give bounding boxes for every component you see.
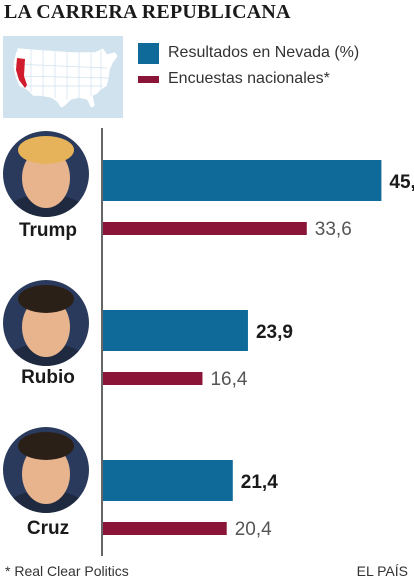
legend-item-nacional: Encuestas nacionales* (138, 66, 410, 92)
candidate-photo-cruz (3, 427, 89, 513)
value-label-nevada-cruz: 21,4 (241, 472, 278, 493)
value-label-nacional-cruz: 20,4 (235, 519, 272, 540)
value-label-nevada-rubio: 23,9 (256, 322, 293, 343)
nevada-highlight (16, 58, 27, 88)
source-credit: EL PAÍS (356, 563, 408, 579)
legend-swatch-nevada (138, 42, 159, 64)
bar-nacional-cruz (103, 522, 227, 535)
bar-nevada-cruz (103, 460, 233, 501)
candidate-photo-trump (3, 131, 89, 217)
legend-item-nevada: Resultados en Nevada (%) (138, 40, 410, 66)
candidate-name-rubio: Rubio (21, 367, 75, 388)
value-label-nevada-trump: 45,9 (389, 172, 414, 193)
chart-title: LA CARRERA REPUBLICANA (4, 1, 291, 23)
legend-label-nacional: Encuestas nacionales* (168, 70, 330, 87)
value-label-nacional-rubio: 16,4 (210, 369, 247, 390)
legend-swatch-nacional (138, 75, 159, 83)
candidate-name-cruz: Cruz (27, 518, 69, 539)
candidate-photo-rubio (3, 280, 89, 366)
candidate-name-trump: Trump (19, 220, 77, 241)
bar-nevada-trump (103, 160, 382, 201)
bar-nacional-rubio (103, 372, 203, 385)
legend-label-nevada: Resultados en Nevada (%) (168, 44, 360, 61)
value-label-nacional-trump: 33,6 (315, 219, 352, 240)
footnote: * Real Clear Politics (5, 563, 129, 579)
bar-nevada-rubio (103, 310, 248, 351)
bar-nacional-trump (103, 222, 307, 235)
usa-map-icon (12, 47, 119, 109)
nevada-map (3, 36, 123, 118)
legend: Resultados en Nevada (%) Encuestas nacio… (138, 40, 410, 92)
